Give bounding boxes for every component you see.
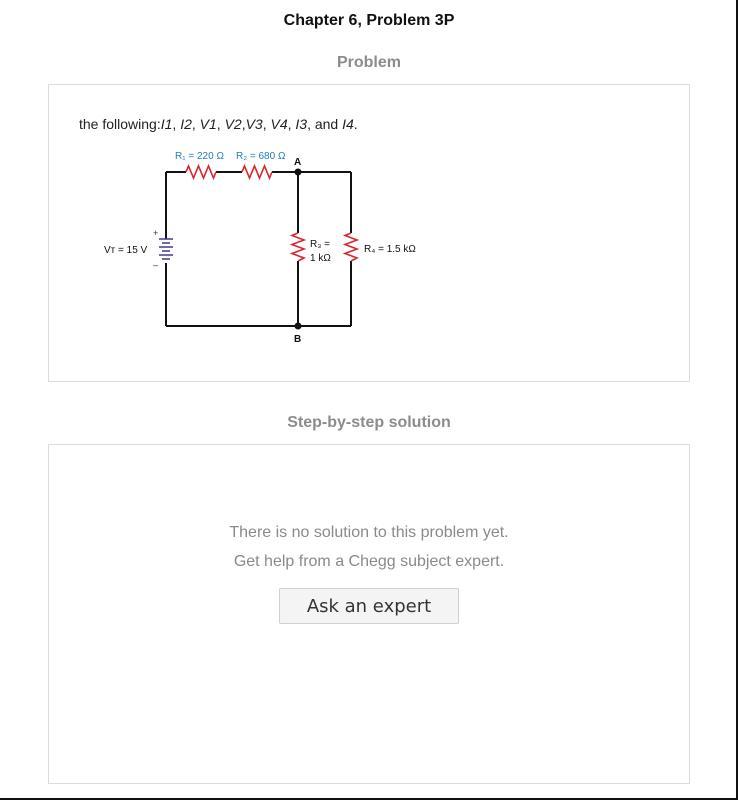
node-b-label: B bbox=[294, 334, 301, 345]
resistor-r3 bbox=[289, 232, 307, 262]
problem-panel: the following:I1, I2, V1, V2,V3, V4, I3,… bbox=[48, 84, 690, 382]
resistor-r1 bbox=[185, 163, 217, 181]
problem-heading: Problem bbox=[336, 54, 401, 71]
sep: . bbox=[353, 116, 358, 132]
resistor-r4 bbox=[342, 232, 360, 262]
node-a-label: A bbox=[294, 157, 301, 168]
sep: , bbox=[216, 116, 225, 132]
problem-text-prefix: the following: bbox=[79, 116, 161, 132]
node-b-dot bbox=[294, 322, 302, 330]
battery-minus: – bbox=[153, 260, 158, 270]
node-a-dot bbox=[294, 168, 302, 176]
var-i1: I1 bbox=[160, 116, 173, 132]
sep: , bbox=[262, 116, 271, 132]
expert-help-text: Get help from a Chegg subject expert. bbox=[233, 553, 505, 570]
var-i3: I3 bbox=[295, 116, 308, 132]
r3-label-line2: 1 kΩ bbox=[310, 253, 331, 264]
r1-label: R₁ = 220 Ω bbox=[175, 151, 224, 162]
solution-heading: Step-by-step solution bbox=[287, 414, 451, 431]
battery-icon bbox=[159, 238, 173, 260]
var-v1: V1 bbox=[199, 116, 217, 132]
r3-label-line1: R₃ = bbox=[310, 239, 330, 250]
problem-text: the following:I1, I2, V1, V2,V3, V4, I3,… bbox=[79, 116, 358, 132]
r2-label: R₂ = 680 Ω bbox=[236, 151, 286, 162]
page-title: Chapter 6, Problem 3P bbox=[283, 12, 455, 29]
r4-label: R₄ = 1.5 kΩ bbox=[364, 244, 416, 255]
no-solution-text: There is no solution to this problem yet… bbox=[229, 524, 509, 541]
var-v4: V4 bbox=[270, 116, 288, 132]
sep: , bbox=[191, 116, 200, 132]
sep: , bbox=[241, 116, 246, 132]
resistor-r2 bbox=[241, 163, 273, 181]
var-i2: I2 bbox=[180, 116, 192, 132]
var-v2: V2 bbox=[224, 116, 242, 132]
circuit-diagram: R₁ = 220 Ω R₂ = 680 Ω A B Vᴛ = 15 V + – … bbox=[104, 151, 416, 345]
var-i4: I4 bbox=[342, 116, 354, 132]
sep: , and bbox=[307, 116, 343, 132]
solution-panel: There is no solution to this problem yet… bbox=[48, 444, 690, 784]
vt-label: Vᴛ = 15 V bbox=[104, 245, 148, 256]
sep: , bbox=[287, 116, 296, 132]
sep: , bbox=[172, 116, 181, 132]
var-v3: V3 bbox=[245, 116, 263, 132]
battery-plus: + bbox=[153, 228, 158, 238]
circuit-wires bbox=[165, 171, 352, 327]
ask-expert-button[interactable]: Ask an expert bbox=[279, 588, 459, 624]
